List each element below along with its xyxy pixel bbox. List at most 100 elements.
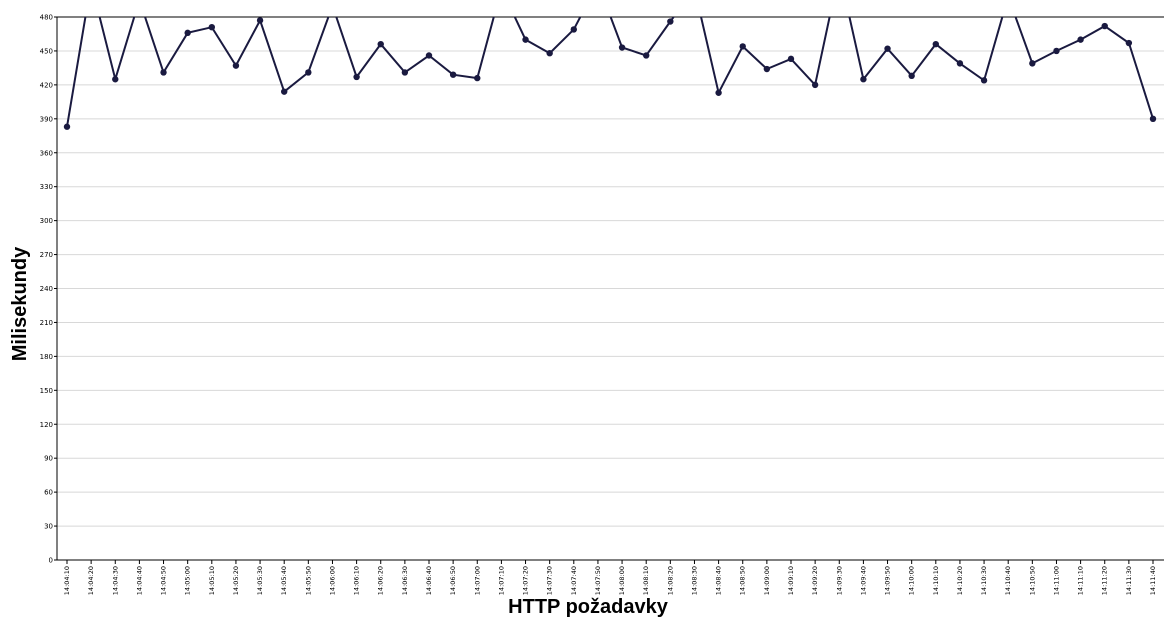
y-tick-label: 240 xyxy=(40,285,53,293)
x-tick-label: 14:11:30 xyxy=(1125,566,1133,595)
y-tick-label: 0 xyxy=(49,557,53,565)
x-tick-label: 14:09:10 xyxy=(787,566,795,595)
data-point xyxy=(643,52,650,59)
data-point xyxy=(1125,39,1133,47)
data-point xyxy=(715,89,722,96)
data-point xyxy=(884,45,891,52)
x-tick-label: 14:06:30 xyxy=(401,566,409,595)
x-tick-label: 14:05:20 xyxy=(232,566,240,595)
data-point xyxy=(1029,60,1036,67)
x-tick-label: 14:10:20 xyxy=(956,566,964,595)
x-axis-ticks: 14:04:10 14:04:20 14:04:30 14:04:40 14:04:50… xyxy=(63,560,1157,595)
data-point xyxy=(980,77,988,84)
data-point xyxy=(739,43,746,50)
x-tick-label: 14:11:10 xyxy=(1077,566,1085,595)
x-tick-label: 14:06:10 xyxy=(353,566,361,595)
data-point xyxy=(281,88,288,95)
data-point xyxy=(377,40,384,48)
x-tick-label: 14:07:00 xyxy=(473,566,481,595)
x-tick-label: 14:05:40 xyxy=(280,566,288,595)
x-tick-label: 14:05:10 xyxy=(208,566,216,595)
x-tick-label: 14:04:30 xyxy=(111,566,119,595)
x-tick-label: 14:08:40 xyxy=(715,566,723,595)
data-point xyxy=(256,17,264,24)
data-point xyxy=(787,55,795,63)
x-tick-label: 14:06:50 xyxy=(449,566,457,595)
x-tick-label: 14:05:00 xyxy=(184,566,192,595)
data-point xyxy=(522,36,529,43)
x-tick-label: 14:10:00 xyxy=(908,566,916,595)
x-tick-label: 14:08:10 xyxy=(642,566,650,595)
y-tick-label: 60 xyxy=(44,489,53,497)
x-tick-label: 14:07:30 xyxy=(546,566,554,595)
data-point xyxy=(667,18,674,25)
data-point xyxy=(112,76,119,83)
x-tick-label: 14:09:40 xyxy=(859,566,867,595)
data-point xyxy=(546,50,553,57)
data-point xyxy=(570,26,577,33)
data-point xyxy=(449,71,457,78)
data-point xyxy=(1101,22,1108,30)
x-tick-label: 14:07:20 xyxy=(522,566,530,595)
y-tick-label: 330 xyxy=(40,183,53,191)
x-tick-label: 14:11:20 xyxy=(1101,566,1109,595)
x-tick-label: 14:04:50 xyxy=(160,566,168,595)
y-tick-label: 180 xyxy=(40,353,53,361)
series-line xyxy=(66,17,1154,127)
data-point xyxy=(425,52,433,59)
data-point xyxy=(208,23,215,31)
x-tick-label: 14:06:00 xyxy=(328,566,336,595)
data-point xyxy=(232,62,240,69)
x-tick-label: 14:04:10 xyxy=(63,566,71,595)
y-tick-label: 270 xyxy=(40,251,53,259)
y-tick-label: 300 xyxy=(40,217,53,225)
data-point xyxy=(63,123,71,130)
x-tick-label: 14:10:30 xyxy=(980,566,988,595)
x-tick-label: 14:07:40 xyxy=(570,566,578,595)
y-tick-label: 120 xyxy=(40,421,53,429)
x-tick-label: 14:06:40 xyxy=(425,566,433,595)
x-tick-label: 14:08:50 xyxy=(739,566,747,595)
y-tick-label: 90 xyxy=(44,455,53,463)
y-tick-label: 480 xyxy=(40,14,53,22)
y-axis-label: Milisekundy xyxy=(9,246,31,361)
data-point xyxy=(956,60,964,67)
y-tick-label: 420 xyxy=(40,81,53,89)
x-tick-label: 14:08:20 xyxy=(666,566,674,595)
data-point xyxy=(1053,47,1060,55)
x-tick-label: 14:07:50 xyxy=(594,566,602,595)
x-axis-label: HTTP požadavky xyxy=(508,596,669,618)
y-tick-label: 30 xyxy=(44,523,53,531)
x-tick-label: 14:09:20 xyxy=(811,566,819,595)
data-point xyxy=(401,69,409,76)
data-point xyxy=(160,69,167,76)
data-point xyxy=(184,29,191,37)
data-point xyxy=(908,72,915,80)
data-point xyxy=(1077,36,1084,43)
x-tick-label: 14:08:00 xyxy=(618,566,626,595)
y-tick-label: 450 xyxy=(40,47,53,55)
x-tick-label: 14:10:40 xyxy=(1004,566,1012,595)
y-tick-label: 360 xyxy=(40,149,53,157)
y-tick-label: 150 xyxy=(40,387,53,395)
gridlines xyxy=(57,50,1164,527)
x-tick-label: 14:10:50 xyxy=(1028,566,1036,595)
x-tick-label: 14:09:00 xyxy=(763,566,771,595)
x-tick-label: 14:05:30 xyxy=(256,566,264,595)
x-tick-label: 14:06:20 xyxy=(377,566,385,595)
data-point xyxy=(811,81,819,89)
x-tick-label: 14:09:50 xyxy=(884,566,892,595)
x-tick-label: 14:10:10 xyxy=(932,566,940,595)
y-axis-ticks: 0 30 60 90 120 150 180 210 240 270 300 330 360 390 420… xyxy=(40,14,57,565)
data-point xyxy=(860,76,867,83)
x-tick-label: 14:08:30 xyxy=(690,566,698,595)
x-tick-label: 14:09:30 xyxy=(835,566,843,595)
x-tick-label: 14:05:50 xyxy=(304,566,312,595)
data-point xyxy=(618,44,626,51)
x-tick-label: 14:04:40 xyxy=(135,566,143,595)
series-layer xyxy=(63,17,1157,130)
x-tick-label: 14:11:00 xyxy=(1052,566,1060,595)
data-point xyxy=(1149,115,1157,123)
data-point xyxy=(474,74,481,82)
